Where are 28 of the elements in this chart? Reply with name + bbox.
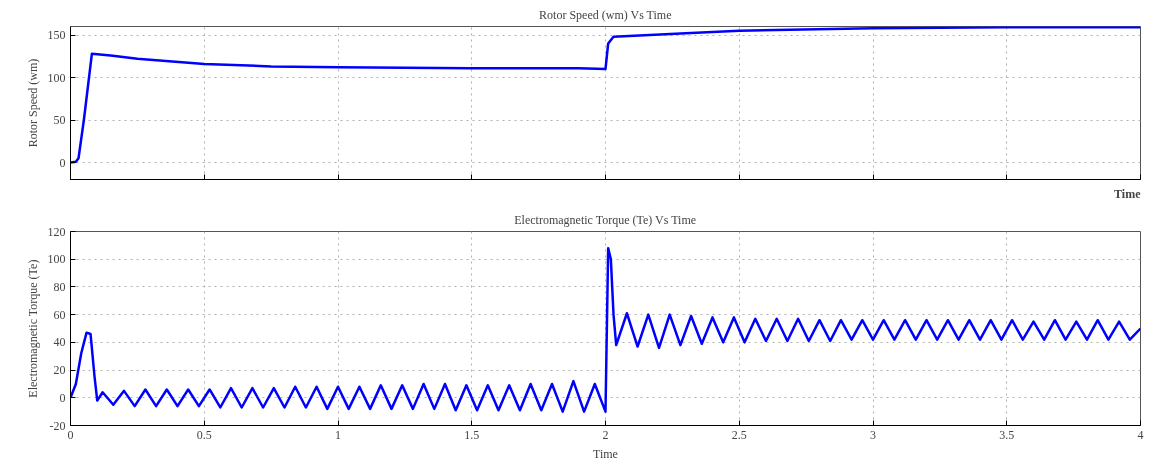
y-tick-label: 20 <box>53 363 66 378</box>
y-tick-label: 60 <box>53 307 66 322</box>
y-axis-title: Rotor Speed (wm) <box>25 58 40 148</box>
x-tick-label: 1.5 <box>464 427 480 442</box>
y-tick-label: 150 <box>47 28 66 42</box>
y-tick-label: 0 <box>59 390 66 405</box>
chart-title: Rotor Speed (wm) Vs Time <box>539 7 672 22</box>
y-tick-label: 100 <box>47 252 66 267</box>
y-tick-label: 80 <box>53 279 66 294</box>
y-tick-label: 40 <box>53 335 66 350</box>
chart-title: Electromagnetic Torque (Te) Vs Time <box>514 212 697 227</box>
line-series <box>70 246 1141 413</box>
x-tick-label: 2.5 <box>731 427 747 442</box>
x-tick-label: 1 <box>335 427 341 442</box>
x-tick-label: 3.5 <box>999 427 1015 442</box>
y-tick-label: 120 <box>47 224 66 239</box>
x-tick-label: 3 <box>870 427 876 442</box>
x-axis-title: Time <box>1114 186 1142 201</box>
y-axis-title: Electromagnetic Torque (Te) <box>25 259 40 398</box>
x-tick-label: 0.5 <box>196 427 212 442</box>
x-axis-title: Time <box>593 446 618 461</box>
x-tick-label: 2 <box>602 427 609 442</box>
y-tick-label: -20 <box>49 418 66 433</box>
line-series <box>70 26 1141 164</box>
y-tick-label: 0 <box>59 155 66 170</box>
x-tick-label: 4 <box>1137 427 1144 442</box>
y-tick-label: 50 <box>53 113 66 127</box>
y-tick-label: 100 <box>47 70 66 85</box>
